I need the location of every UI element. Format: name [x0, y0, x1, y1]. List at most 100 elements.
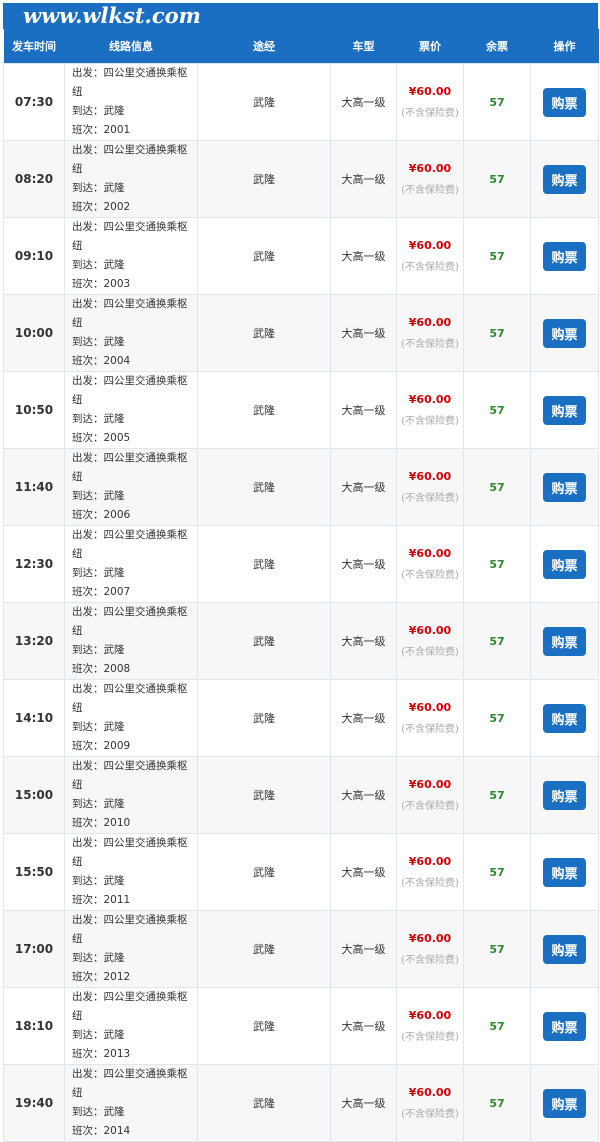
- departure-time: 10:00: [3, 294, 65, 372]
- bus-type: 大高一级: [330, 910, 397, 988]
- action-cell: 购票: [530, 987, 599, 1065]
- buy-ticket-button[interactable]: 购票: [543, 626, 586, 656]
- price-cell: ¥60.00 (不含保险费): [396, 756, 464, 834]
- bus-type: 大高一级: [330, 1064, 397, 1142]
- arrive-station: 武隆: [103, 875, 125, 887]
- arrive-label: 到达：: [72, 644, 104, 656]
- trip-number: 2008: [103, 663, 131, 675]
- buy-ticket-button[interactable]: 购票: [543, 780, 586, 810]
- depart-station: 四公里交通换乘枢纽: [72, 914, 188, 945]
- action-cell: 购票: [530, 1064, 599, 1142]
- seats-left: 57: [463, 602, 531, 680]
- buy-ticket-button[interactable]: 购票: [543, 1088, 586, 1118]
- depart-station: 四公里交通换乘枢纽: [72, 760, 188, 791]
- action-cell: 购票: [530, 833, 599, 911]
- insurance-note: (不含保险费): [401, 801, 459, 812]
- trip-label: 班次：: [72, 817, 104, 829]
- depart-label: 出发：: [72, 375, 104, 387]
- departure-time: 10:50: [3, 371, 65, 449]
- depart-label: 出发：: [72, 1068, 104, 1080]
- price-cell: ¥60.00 (不含保险费): [396, 217, 464, 295]
- price-cell: ¥60.00 (不含保险费): [396, 602, 464, 680]
- seats-left: 57: [463, 217, 531, 295]
- seats-left: 57: [463, 833, 531, 911]
- buy-ticket-button[interactable]: 购票: [543, 318, 586, 348]
- buy-ticket-button[interactable]: 购票: [543, 395, 586, 425]
- departure-time: 17:00: [3, 910, 65, 988]
- depart-label: 出发：: [72, 683, 104, 695]
- price-cell: ¥60.00 (不含保险费): [396, 525, 464, 603]
- table-row: 10:00 出发：四公里交通换乘枢纽 到达：武隆 班次：2004 武隆 大高一级…: [3, 294, 599, 372]
- bus-type: 大高一级: [330, 679, 397, 757]
- departure-time: 11:40: [3, 448, 65, 526]
- header-via: 途经: [197, 29, 331, 64]
- via: 武隆: [197, 140, 331, 218]
- seats-left: 57: [463, 1064, 531, 1142]
- route-info: 出发：四公里交通换乘枢纽 到达：武隆 班次：2014: [64, 1064, 198, 1142]
- action-cell: 购票: [530, 448, 599, 526]
- trip-label: 班次：: [72, 124, 104, 136]
- price-cell: ¥60.00 (不含保险费): [396, 987, 464, 1065]
- via: 武隆: [197, 756, 331, 834]
- header-price: 票价: [396, 29, 464, 64]
- trip-label: 班次：: [72, 971, 104, 983]
- watermark: www.wlkst.com: [23, 3, 201, 28]
- trip-number: 2014: [103, 1125, 131, 1137]
- header-action: 操作: [530, 29, 599, 64]
- arrive-label: 到达：: [72, 721, 104, 733]
- price-cell: ¥60.00 (不含保险费): [396, 448, 464, 526]
- buy-ticket-button[interactable]: 购票: [543, 703, 586, 733]
- buy-ticket-button[interactable]: 购票: [543, 87, 586, 117]
- price: ¥60.00: [408, 1086, 452, 1099]
- bus-type: 大高一级: [330, 756, 397, 834]
- depart-label: 出发：: [72, 529, 104, 541]
- route-info: 出发：四公里交通换乘枢纽 到达：武隆 班次：2003: [64, 217, 198, 295]
- table-row: 17:00 出发：四公里交通换乘枢纽 到达：武隆 班次：2012 武隆 大高一级…: [3, 910, 599, 988]
- buy-ticket-button[interactable]: 购票: [543, 241, 586, 271]
- route-info: 出发：四公里交通换乘枢纽 到达：武隆 班次：2006: [64, 448, 198, 526]
- depart-station: 四公里交通换乘枢纽: [72, 375, 188, 406]
- depart-label: 出发：: [72, 606, 104, 618]
- departure-time: 09:10: [3, 217, 65, 295]
- table-row: 09:10 出发：四公里交通换乘枢纽 到达：武隆 班次：2003 武隆 大高一级…: [3, 217, 599, 295]
- insurance-note: (不含保险费): [401, 416, 459, 427]
- insurance-note: (不含保险费): [401, 493, 459, 504]
- departure-time: 15:00: [3, 756, 65, 834]
- route-info: 出发：四公里交通换乘枢纽 到达：武隆 班次：2013: [64, 987, 198, 1065]
- buy-ticket-button[interactable]: 购票: [543, 857, 586, 887]
- table-row: 14:10 出发：四公里交通换乘枢纽 到达：武隆 班次：2009 武隆 大高一级…: [3, 679, 599, 757]
- insurance-note: (不含保险费): [401, 1032, 459, 1043]
- depart-label: 出发：: [72, 991, 104, 1003]
- trip-label: 班次：: [72, 1125, 104, 1137]
- depart-label: 出发：: [72, 67, 104, 79]
- buy-ticket-button[interactable]: 购票: [543, 164, 586, 194]
- action-cell: 购票: [530, 294, 599, 372]
- price-cell: ¥60.00 (不含保险费): [396, 371, 464, 449]
- via: 武隆: [197, 833, 331, 911]
- buy-ticket-button[interactable]: 购票: [543, 472, 586, 502]
- insurance-note: (不含保险费): [401, 262, 459, 273]
- route-info: 出发：四公里交通换乘枢纽 到达：武隆 班次：2011: [64, 833, 198, 911]
- insurance-note: (不含保险费): [401, 955, 459, 966]
- via: 武隆: [197, 1064, 331, 1142]
- price-cell: ¥60.00 (不含保险费): [396, 294, 464, 372]
- depart-station: 四公里交通换乘枢纽: [72, 529, 188, 560]
- arrive-label: 到达：: [72, 105, 104, 117]
- action-cell: 购票: [530, 140, 599, 218]
- buy-ticket-button[interactable]: 购票: [543, 1011, 586, 1041]
- depart-label: 出发：: [72, 221, 104, 233]
- action-cell: 购票: [530, 63, 599, 141]
- trip-number: 2006: [103, 509, 131, 521]
- watermark-band: www.wlkst.com: [3, 3, 598, 29]
- route-info: 出发：四公里交通换乘枢纽 到达：武隆 班次：2007: [64, 525, 198, 603]
- price: ¥60.00: [408, 316, 452, 329]
- buy-ticket-button[interactable]: 购票: [543, 934, 586, 964]
- trip-label: 班次：: [72, 355, 104, 367]
- action-cell: 购票: [530, 602, 599, 680]
- buy-ticket-button[interactable]: 购票: [543, 549, 586, 579]
- arrive-label: 到达：: [72, 259, 104, 271]
- depart-station: 四公里交通换乘枢纽: [72, 683, 188, 714]
- via: 武隆: [197, 371, 331, 449]
- table-row: 12:30 出发：四公里交通换乘枢纽 到达：武隆 班次：2007 武隆 大高一级…: [3, 525, 599, 603]
- header-bus-type: 车型: [330, 29, 397, 64]
